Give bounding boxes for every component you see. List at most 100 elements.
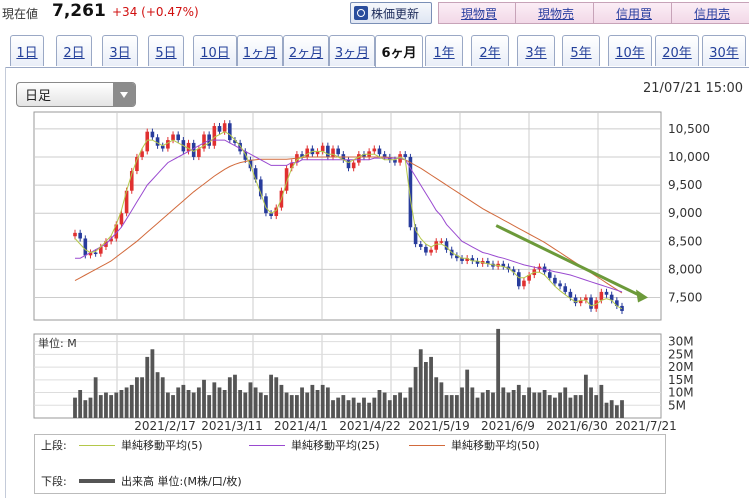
volume-bar <box>403 397 408 418</box>
candle <box>408 156 413 228</box>
volume-bar <box>398 392 403 418</box>
legend-volume: 出来高 単位:(M株/口/枚) <box>79 473 242 489</box>
candle <box>444 241 449 250</box>
candle <box>516 272 521 287</box>
volume-bar <box>129 384 134 418</box>
legend-ma25-line <box>249 444 285 446</box>
chart-panel <box>5 67 749 498</box>
candle <box>114 224 119 239</box>
margin-buy-button[interactable]: 信用買 <box>593 2 675 24</box>
x-tick-label: 2021/4/22 <box>339 419 401 433</box>
legend-ma25-label: 単純移動平均(25) <box>291 439 380 452</box>
candle <box>336 148 340 155</box>
candle <box>305 148 310 157</box>
cash-buy-button[interactable]: 現物買 <box>438 2 520 24</box>
volume-bar <box>444 395 449 418</box>
chart-type-value: 日足 <box>25 89 52 104</box>
candle <box>331 148 335 157</box>
tab-1m[interactable]: 1ヶ月 <box>237 35 283 66</box>
margin-sell-button[interactable]: 信用売 <box>671 2 749 24</box>
candle <box>150 131 155 138</box>
legend-lower-label: 下段: <box>41 475 67 488</box>
candle <box>191 142 196 157</box>
tab-30y[interactable]: 30年 <box>702 35 746 66</box>
candle <box>166 140 170 149</box>
chart-legend: 上段: 単純移動平均(5) 単純移動平均(25) 単純移動平均(50) 下段: … <box>34 434 666 494</box>
volume-bar <box>243 392 248 418</box>
legend-ma5: 単純移動平均(5) <box>79 437 203 453</box>
volume-bar <box>88 397 93 418</box>
tab-20y[interactable]: 20年 <box>655 35 699 66</box>
refresh-price-button[interactable]: 株価更新 <box>350 2 432 24</box>
volume-bar <box>501 387 506 418</box>
candle <box>362 154 366 157</box>
tab-2m[interactable]: 2ヶ月 <box>283 35 329 66</box>
tab-1d[interactable]: 1日 <box>10 35 44 66</box>
candle <box>527 275 531 281</box>
volume-bar <box>135 377 139 418</box>
volume-bar <box>558 392 562 418</box>
volume-bar <box>104 392 108 418</box>
y-tick-label: 10,500 <box>668 122 710 136</box>
refresh-price-label: 株価更新 <box>371 6 420 21</box>
x-tick-label: 2021/4/1 <box>274 419 328 433</box>
candle <box>93 252 98 255</box>
candle <box>274 207 279 216</box>
candle <box>589 297 593 309</box>
candle <box>486 260 490 264</box>
candle <box>326 145 330 157</box>
y-tick-label: 8,500 <box>668 234 702 248</box>
legend-ma25: 単純移動平均(25) <box>249 437 380 453</box>
candle <box>258 179 263 197</box>
tab-5y[interactable]: 5年 <box>562 35 600 66</box>
tab-10y[interactable]: 10年 <box>608 35 652 66</box>
chart-type-select[interactable]: 日足 <box>16 82 136 107</box>
candle <box>160 145 165 149</box>
tab-5d[interactable]: 5日 <box>148 35 184 66</box>
tab-1y[interactable]: 1年 <box>425 35 463 66</box>
tab-3m[interactable]: 3ヶ月 <box>329 35 375 66</box>
volume-bar <box>331 400 335 418</box>
volume-bar <box>594 395 599 418</box>
candle <box>475 260 480 264</box>
tab-10d[interactable]: 10日 <box>193 35 237 66</box>
cash-sell-button[interactable]: 現物売 <box>515 2 597 24</box>
tab-6m[interactable]: 6ヶ月 <box>375 35 423 67</box>
candle <box>212 126 217 146</box>
volume-bar <box>553 397 557 418</box>
tab-2d[interactable]: 2日 <box>56 35 92 66</box>
candle <box>176 134 181 141</box>
candle <box>99 246 103 254</box>
volume-bar <box>496 328 501 418</box>
candle <box>615 300 619 306</box>
volume-bar <box>511 390 516 418</box>
tab-3y[interactable]: 3年 <box>517 35 555 66</box>
candle <box>403 154 408 157</box>
tab-3d[interactable]: 3日 <box>102 35 138 66</box>
volume-bar <box>599 384 604 418</box>
candle <box>284 168 289 191</box>
volume-bar <box>222 390 227 418</box>
candle <box>470 258 475 261</box>
volume-bar <box>346 400 351 418</box>
candle <box>522 280 526 287</box>
volume-bar <box>171 395 175 418</box>
candle <box>202 134 206 149</box>
volume-bar <box>372 397 377 418</box>
volume-bar <box>522 395 526 418</box>
candle <box>233 140 237 143</box>
candle <box>372 148 377 152</box>
candle <box>83 238 88 256</box>
volume-bar <box>191 392 196 418</box>
volume-bar <box>320 384 325 418</box>
volume-bar <box>114 392 119 418</box>
tab-2y[interactable]: 2年 <box>471 35 509 66</box>
candle <box>238 142 242 152</box>
volume-bar <box>217 387 222 418</box>
volume-bar <box>620 400 624 418</box>
candle <box>124 190 129 214</box>
volume-bar <box>289 395 294 418</box>
volume-bar <box>413 367 418 418</box>
volume-bar <box>418 349 423 418</box>
y-tick-label: 8,000 <box>668 262 702 276</box>
